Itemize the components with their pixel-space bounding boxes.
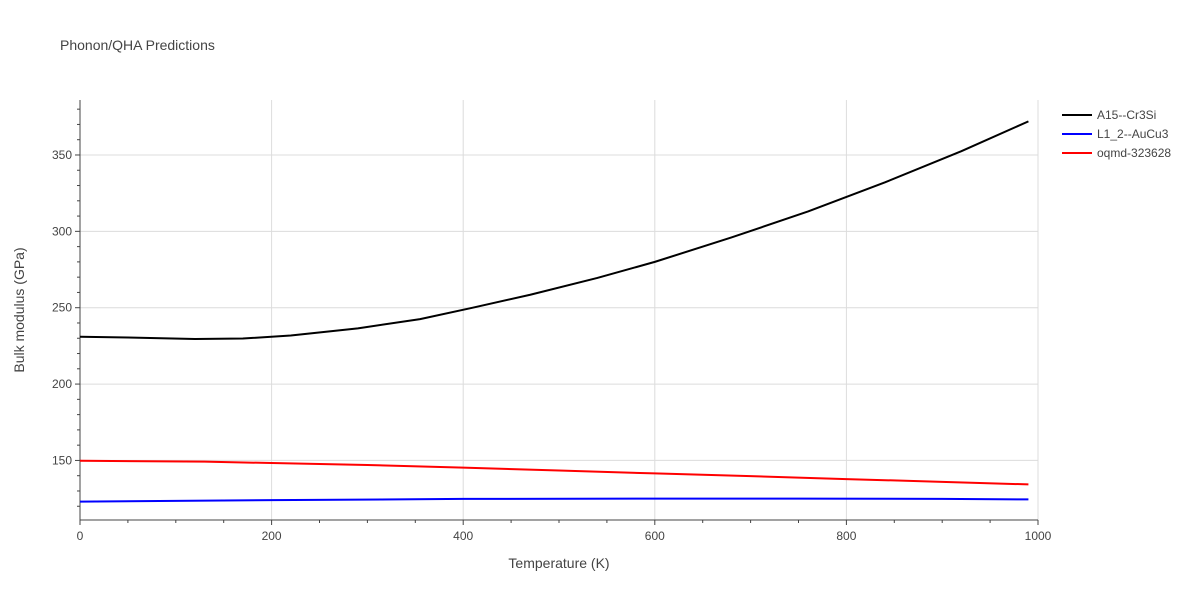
series-line-2 xyxy=(79,497,1029,503)
x-tick-label: 400 xyxy=(453,529,473,543)
legend-label: A15--Cr3Si xyxy=(1097,108,1156,122)
y-tick-label: 300 xyxy=(52,224,72,238)
legend[interactable]: A15--Cr3Si L1_2--AuCu3 oqmd-323628 xyxy=(1062,108,1171,160)
series-line-3 xyxy=(79,459,1029,486)
legend-label: oqmd-323628 xyxy=(1097,146,1171,160)
x-tick-label: 600 xyxy=(645,529,665,543)
x-axis-title: Temperature (K) xyxy=(508,555,609,571)
x-tick-label: 800 xyxy=(836,529,856,543)
grid xyxy=(80,100,1039,520)
y-tick-label: 200 xyxy=(52,377,72,391)
x-tick-label: 0 xyxy=(77,529,84,543)
y-tick-label: 350 xyxy=(52,148,72,162)
series-line-1 xyxy=(79,120,1029,341)
axes: 0 200 400 600 800 1000 150 200 250 300 350 xyxy=(52,100,1052,543)
legend-item[interactable]: oqmd-323628 xyxy=(1062,146,1171,160)
legend-item[interactable]: A15--Cr3Si xyxy=(1062,108,1156,122)
y-tick-label: 250 xyxy=(52,301,72,315)
chart-title: Phonon/QHA Predictions xyxy=(60,37,215,53)
legend-item[interactable]: L1_2--AuCu3 xyxy=(1062,127,1169,141)
y-axis-title: Bulk modulus (GPa) xyxy=(11,247,27,372)
x-tick-label: 1000 xyxy=(1025,529,1052,543)
legend-label: L1_2--AuCu3 xyxy=(1097,127,1169,141)
y-tick-label: 150 xyxy=(52,453,72,467)
series-group xyxy=(79,120,1029,503)
x-tick-label: 200 xyxy=(262,529,282,543)
